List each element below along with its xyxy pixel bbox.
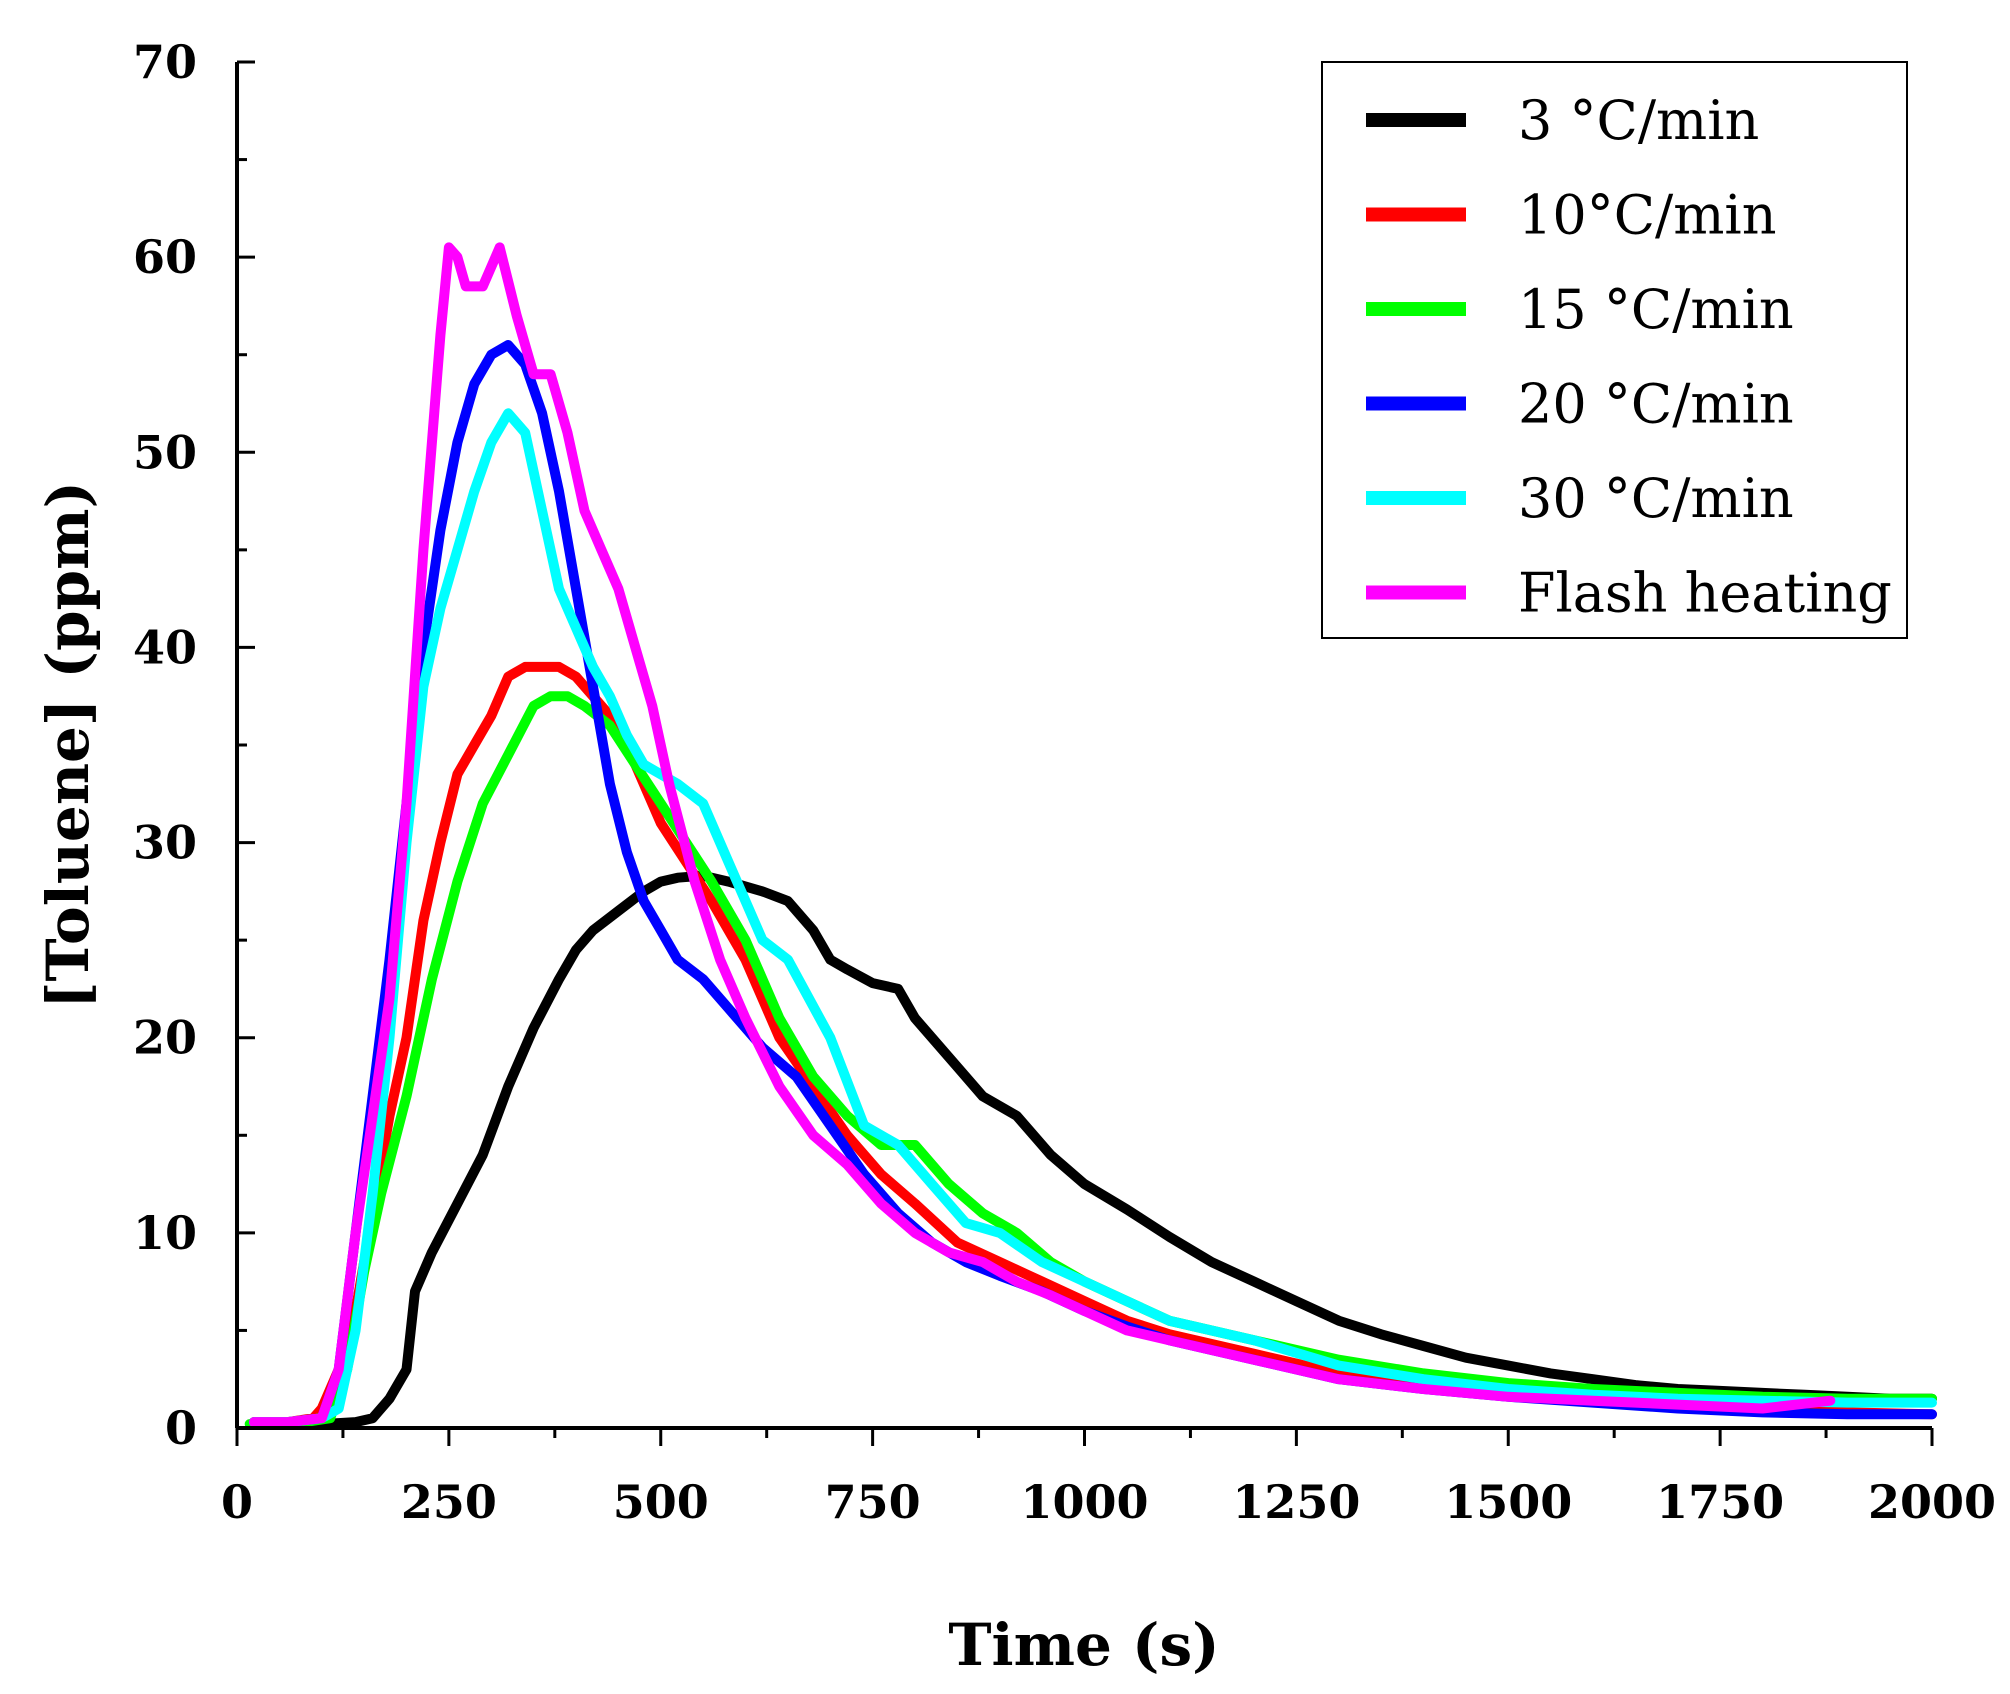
legend-label-5: Flash heating: [1518, 562, 1892, 625]
legend-label-1: 10°C/min: [1518, 184, 1776, 247]
y-tick-label: 70: [133, 35, 197, 89]
y-tick-label: 20: [133, 1011, 197, 1065]
legend-box: [1321, 61, 1908, 639]
x-tick-label: 500: [613, 1475, 709, 1529]
x-tick-label: 2000: [1868, 1475, 1996, 1529]
x-tick-label: 0: [221, 1475, 253, 1529]
y-axis-title: [Toluene] (ppm): [34, 481, 102, 1009]
legend-items: 3 °C/min 10°C/min 15 °C/min 20 °C/min 30 °C/…: [1366, 89, 1892, 625]
y-tick-label: 40: [133, 620, 197, 674]
plot-series: [244, 242, 1937, 1430]
series-line-5: [248, 242, 1836, 1428]
x-axis-title: Time (s): [948, 1611, 1219, 1679]
x-tick-label: 1500: [1444, 1475, 1572, 1529]
y-tick-label: 10: [133, 1206, 197, 1260]
x-tick-label: 750: [825, 1475, 921, 1529]
series-line-2: [244, 691, 1937, 1430]
y-tick-label: 30: [133, 816, 197, 870]
axes: [235, 62, 1932, 1430]
legend-label-4: 30 °C/min: [1518, 467, 1794, 530]
tick-labels: 0 250 500 750 1000 1250 1500 1750 2000 0 10 20 30 40 5…: [133, 35, 1996, 1529]
legend-label-2: 15 °C/min: [1518, 278, 1794, 341]
legend-label-0: 3 °C/min: [1518, 89, 1759, 152]
x-tick-label: 1000: [1020, 1475, 1148, 1529]
legend-label-3: 20 °C/min: [1518, 373, 1794, 436]
y-tick-label: 0: [165, 1401, 197, 1455]
y-tick-label: 50: [133, 425, 197, 479]
legend: 3 °C/min 10°C/min 15 °C/min 20 °C/min 30 °C/…: [1321, 61, 1908, 639]
series-line-0: [248, 870, 1937, 1430]
x-tick-label: 250: [401, 1475, 497, 1529]
x-tick-label: 1250: [1232, 1475, 1360, 1529]
series-line-4: [248, 408, 1937, 1428]
x-tick-label: 1750: [1656, 1475, 1784, 1529]
y-tick-label: 60: [133, 230, 197, 284]
series-line-1: [248, 661, 1937, 1428]
